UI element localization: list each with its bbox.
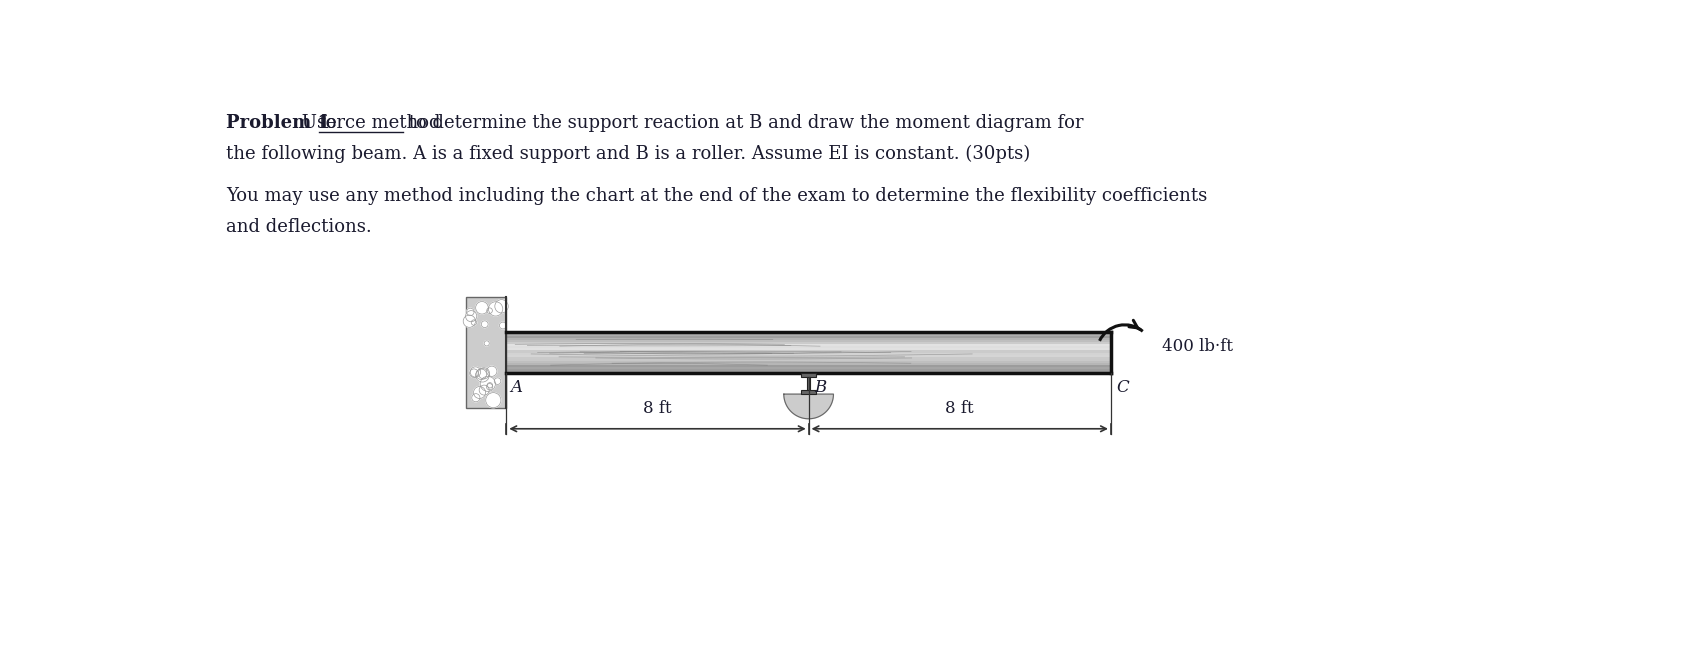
Bar xyxy=(507,348,1110,350)
Circle shape xyxy=(486,393,502,408)
Bar xyxy=(507,346,1110,348)
Circle shape xyxy=(481,321,488,327)
Bar xyxy=(507,363,1110,365)
Circle shape xyxy=(486,383,493,388)
Text: Use: Use xyxy=(295,114,342,132)
Circle shape xyxy=(495,378,502,384)
Circle shape xyxy=(486,383,493,390)
Bar xyxy=(800,390,817,394)
Bar xyxy=(507,332,1110,334)
Text: 8 ft: 8 ft xyxy=(946,400,975,417)
Circle shape xyxy=(480,385,490,395)
Circle shape xyxy=(471,393,480,402)
Bar xyxy=(507,372,1110,374)
Text: and deflections.: and deflections. xyxy=(225,218,371,236)
Bar xyxy=(507,350,1110,352)
Bar xyxy=(507,356,1110,359)
Circle shape xyxy=(466,311,476,321)
Bar xyxy=(507,345,1110,347)
Circle shape xyxy=(476,368,490,382)
Bar xyxy=(507,352,1110,354)
Text: the following beam. A is a fixed support and B is a roller. Assume EI is constan: the following beam. A is a fixed support… xyxy=(225,145,1031,163)
Bar xyxy=(507,340,1110,342)
Circle shape xyxy=(485,341,490,346)
Text: A: A xyxy=(510,379,522,396)
Circle shape xyxy=(473,387,485,399)
Bar xyxy=(507,367,1110,369)
Bar xyxy=(800,374,817,378)
Text: C: C xyxy=(1117,379,1129,396)
Bar xyxy=(807,378,810,390)
Circle shape xyxy=(486,366,497,376)
Circle shape xyxy=(486,308,492,313)
Circle shape xyxy=(471,320,476,325)
Bar xyxy=(507,361,1110,363)
Text: 8 ft: 8 ft xyxy=(642,400,671,417)
Text: force method: force method xyxy=(319,114,441,132)
Bar xyxy=(507,354,1110,356)
Circle shape xyxy=(470,367,481,377)
Bar xyxy=(507,369,1110,372)
Circle shape xyxy=(470,369,478,378)
Circle shape xyxy=(476,302,488,314)
Circle shape xyxy=(463,315,476,327)
Bar xyxy=(507,365,1110,367)
Bar xyxy=(466,297,507,409)
Text: B: B xyxy=(814,379,825,396)
Text: You may use any method including the chart at the end of the exam to determine t: You may use any method including the cha… xyxy=(225,187,1207,205)
Polygon shape xyxy=(783,394,834,418)
Text: to determine the support reaction at B and draw the moment diagram for: to determine the support reaction at B a… xyxy=(402,114,1083,132)
Bar xyxy=(507,336,1110,338)
Bar xyxy=(507,359,1110,361)
Circle shape xyxy=(488,302,503,316)
Bar xyxy=(507,342,1110,345)
Circle shape xyxy=(466,308,475,315)
Text: Problem 1: Problem 1 xyxy=(225,114,331,132)
Bar xyxy=(507,334,1110,336)
Bar xyxy=(507,338,1110,340)
Circle shape xyxy=(495,300,508,313)
Text: 400 lb·ft: 400 lb·ft xyxy=(1163,338,1232,355)
Circle shape xyxy=(500,322,507,329)
Circle shape xyxy=(476,369,486,380)
Circle shape xyxy=(480,376,495,391)
Circle shape xyxy=(478,368,490,379)
